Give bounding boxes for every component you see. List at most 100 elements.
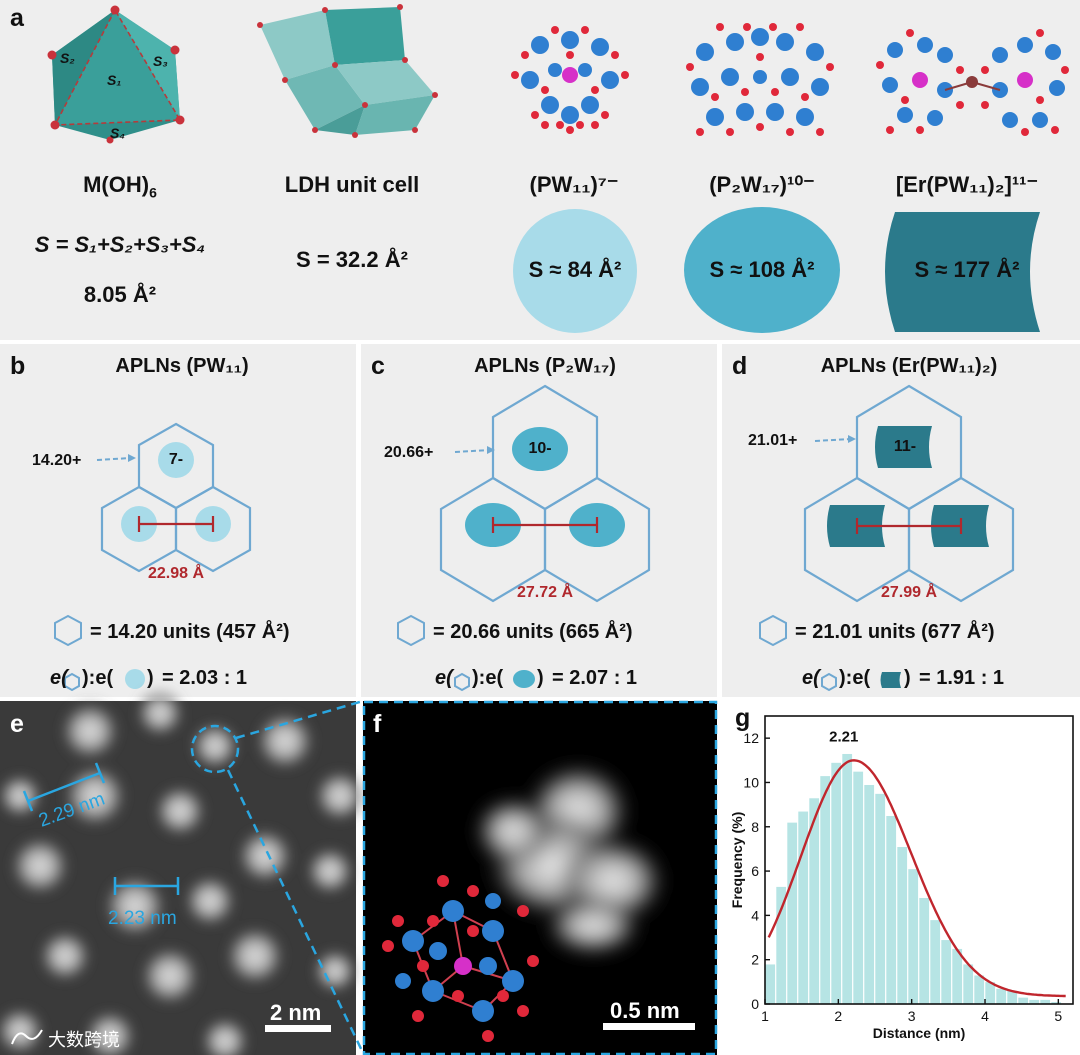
facet-s2: S₂ (60, 50, 75, 66)
p2w17-area-ellipse (684, 207, 840, 333)
panel-d (722, 344, 1080, 697)
panel-c-ratio-mid: ):e( (472, 667, 504, 689)
histogram-bar (863, 784, 875, 1005)
histogram-bar (1017, 997, 1029, 1005)
histogram-bar (973, 974, 985, 1005)
panel-c-charge-in: 20.66+ (384, 444, 434, 461)
panel-f-scale: 0.5 nm (610, 998, 680, 1023)
peak-label: 2.21 (829, 728, 858, 745)
plot-frame (764, 715, 1074, 1005)
panel-c-title: APLNs (P₂W₁₇) (474, 355, 616, 377)
moh6-title: M(OH)6 (83, 172, 157, 201)
histogram-bar (962, 963, 974, 1005)
panel-d-charge-in: 21.01+ (748, 432, 798, 449)
gaussian-fit-curve (767, 759, 1066, 998)
facet-s4: S₄ (110, 125, 125, 141)
p2w17-title: (P₂W₁₇)¹⁰⁻ (709, 172, 815, 197)
panel-c-ratio: = 2.07 : 1 (552, 667, 638, 689)
histogram-bar (775, 886, 787, 1005)
moh6-formula: S = S₁+S₂+S₃+S₄ (34, 232, 206, 257)
panel-c-distance: 27.72 Å (516, 584, 574, 601)
panel-b-ratio: = 2.03 : 1 (162, 667, 248, 689)
p2w17-cluster-model (686, 23, 834, 136)
panel-b-ratio-mid: ):e( (82, 667, 114, 689)
pw11-title: (PW₁₁)⁷⁻ (529, 172, 619, 197)
panel-d-ratio: = 1.91 : 1 (919, 667, 1005, 689)
panel-b-label: b (10, 352, 26, 380)
histogram-bar (841, 753, 853, 1005)
y-tick-label: 4 (751, 907, 759, 923)
y-axis-label: Frequency (%) (729, 812, 745, 908)
facet-s1: S₁ (107, 72, 122, 88)
y-tick-label: 12 (743, 730, 759, 746)
panel-d-title: APLNs (Er(PW₁₁)₂) (820, 355, 998, 377)
x-tick-label: 5 (1054, 1008, 1062, 1024)
panel-f-stem-image (362, 700, 718, 1055)
y-tick-label: 6 (751, 863, 759, 879)
panel-b-distance: 22.98 Å (147, 565, 205, 582)
panel-e-scale: 2 nm (270, 1000, 322, 1025)
panel-e-dist2: 2.23 nm (108, 908, 177, 929)
pw11-area-circle (513, 209, 637, 333)
watermark-logo-icon (11, 1029, 43, 1045)
y-tick-label: 10 (743, 774, 759, 790)
panel-d-ratio-close: ) (904, 667, 911, 689)
ldh-unit-cell-model (257, 4, 438, 138)
panel-b-units: = 14.20 units (457 Å²) (90, 621, 290, 643)
histogram-bar (907, 868, 919, 1005)
y-tick-label: 0 (751, 996, 759, 1012)
histogram-bar (830, 762, 842, 1005)
histogram-bar (885, 815, 897, 1005)
panel-c-ratio-e1: e( (435, 667, 453, 689)
panel-f-cluster-inset (382, 875, 539, 1042)
panel-b-ratio-close: ) (147, 667, 154, 689)
panel-e-stem-image (0, 689, 366, 1055)
histogram-bar (786, 822, 798, 1005)
ldh-title: LDH unit cell (284, 172, 420, 197)
er-pw11-2-title: [Er(PW₁₁)₂]¹¹⁻ (895, 172, 1039, 197)
panel-c-units: = 20.66 units (665 Å²) (433, 621, 633, 643)
panel-g-label: g (735, 704, 751, 732)
panel-c-label: c (371, 352, 385, 380)
panel-b-anion-charge: 7- (168, 451, 184, 468)
panel-a-label: a (10, 4, 24, 32)
panel-d-anion-charge: 11- (893, 438, 917, 455)
er-pw11-2-area: S ≈ 177 Å² (914, 257, 1020, 282)
panel-d-distance: 27.99 Å (880, 584, 938, 601)
histogram-bar (819, 775, 831, 1005)
x-tick-label: 4 (981, 1008, 989, 1024)
y-tick-label: 8 (751, 819, 759, 835)
x-tick-label: 2 (834, 1008, 842, 1024)
histogram-bar (852, 771, 864, 1005)
panel-c-ratio-close: ) (537, 667, 544, 689)
panel-c-anion-charge: 10- (528, 440, 552, 457)
histogram-bar (918, 897, 930, 1005)
panel-d-label: d (732, 352, 748, 380)
panel-b-ratio-e1: e( (50, 667, 68, 689)
panel-d-units: = 21.01 units (677 Å²) (795, 621, 995, 643)
pw11-area: S ≈ 84 Å² (528, 257, 622, 282)
panel-d-ratio-mid: ):e( (839, 667, 871, 689)
histogram-bar (940, 939, 952, 1005)
er-pw11-2-cluster-model (876, 29, 1069, 136)
histogram-bar (929, 919, 941, 1005)
panel-c (361, 344, 717, 697)
histogram-bar (995, 988, 1007, 1005)
moh6-area: 8.05 Å² (83, 282, 157, 307)
ldh-area: S = 32.2 Å² (296, 247, 408, 272)
histogram-bar (896, 846, 908, 1005)
y-tick-label: 2 (751, 952, 759, 968)
panel-b (0, 344, 356, 697)
x-tick-label: 1 (761, 1008, 769, 1024)
cluster-area-shapes (513, 207, 1040, 333)
panel-d-ratio-e1: e( (802, 667, 820, 689)
panel-f-label: f (373, 710, 382, 738)
er-pw11-2-area-shape (885, 212, 1040, 332)
pw11-cluster-model (511, 26, 629, 134)
x-tick-label: 3 (908, 1008, 916, 1024)
